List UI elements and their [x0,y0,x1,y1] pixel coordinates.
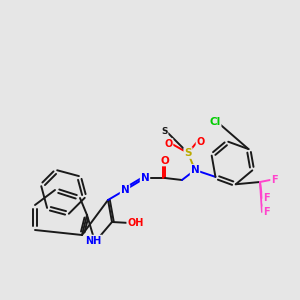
Text: O: O [160,155,169,166]
Text: F: F [271,175,278,185]
Text: F: F [263,193,270,203]
Text: S: S [161,127,168,136]
Text: N: N [121,185,129,195]
Text: O: O [196,137,205,147]
Text: NH: NH [85,236,102,245]
Text: F: F [263,207,270,217]
Text: N: N [141,173,149,183]
Text: Cl: Cl [209,117,220,128]
Text: O: O [164,139,172,149]
Text: N: N [190,165,200,175]
Text: OH: OH [127,218,144,228]
Text: S: S [184,148,192,158]
